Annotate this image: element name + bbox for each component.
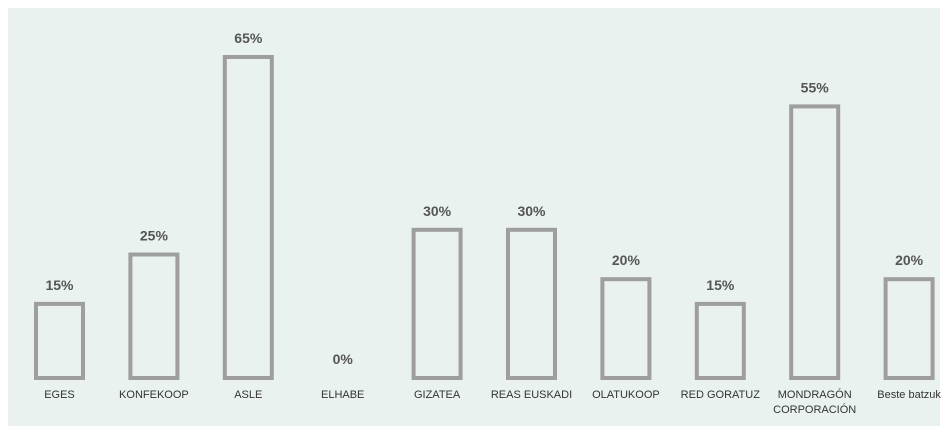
value-label-9: 20% (895, 252, 924, 268)
value-label-3: 0% (333, 351, 354, 367)
bar-1 (128, 252, 180, 380)
value-label-2: 65% (234, 30, 263, 46)
category-label-line: OLATUKOOP (592, 389, 660, 401)
category-label-line: GIZATEA (414, 389, 461, 401)
category-label-line: MONDRAGÓN (778, 388, 852, 401)
value-label-1: 25% (140, 228, 169, 244)
bar-6 (600, 277, 652, 381)
value-label-8: 55% (801, 79, 830, 95)
category-labels-layer: EGES KONFEKOOP ASLE ELHABE GIZATEA REAS EUSKA… (44, 388, 941, 416)
bar-8 (789, 104, 841, 381)
value-label-5: 30% (517, 203, 546, 219)
category-label-8: MONDRAGÓN CORPORACIÓN (773, 388, 856, 416)
value-label-6: 20% (612, 252, 641, 268)
value-label-4: 30% (423, 203, 452, 219)
bar-9 (883, 277, 935, 381)
category-label-5: REAS EUSKADI (491, 389, 572, 401)
category-label-3: ELHABE (321, 389, 364, 401)
category-label-line: KONFEKOOP (119, 389, 189, 401)
value-labels-layer: 15% 25% 65% 0% 30% 30% 20% 15% 55% 20% (45, 30, 923, 367)
bar-5 (506, 227, 557, 380)
category-label-0: EGES (44, 389, 75, 401)
category-label-line: CORPORACIÓN (773, 403, 856, 416)
chart-panel (8, 8, 940, 426)
category-label-2: ASLE (234, 389, 262, 401)
bar-2 (222, 55, 274, 380)
category-label-9: Beste batzuk (877, 389, 941, 401)
category-label-line: ASLE (234, 389, 262, 401)
category-label-7: RED GORATUZ (681, 389, 761, 401)
category-label-6: OLATUKOOP (592, 389, 660, 401)
value-label-0: 15% (45, 277, 74, 293)
value-label-7: 15% (706, 277, 735, 293)
bar-7 (694, 301, 746, 380)
bar-4 (411, 227, 463, 380)
category-label-line: RED GORATUZ (681, 389, 761, 401)
category-label-line: Beste batzuk (877, 389, 941, 401)
category-label-1: KONFEKOOP (119, 389, 189, 401)
category-label-line: REAS EUSKADI (491, 389, 572, 401)
category-label-line: EGES (44, 389, 75, 401)
bars-layer (34, 55, 935, 381)
bar-0 (34, 301, 85, 380)
category-label-4: GIZATEA (414, 389, 461, 401)
category-label-line: ELHABE (321, 389, 364, 401)
